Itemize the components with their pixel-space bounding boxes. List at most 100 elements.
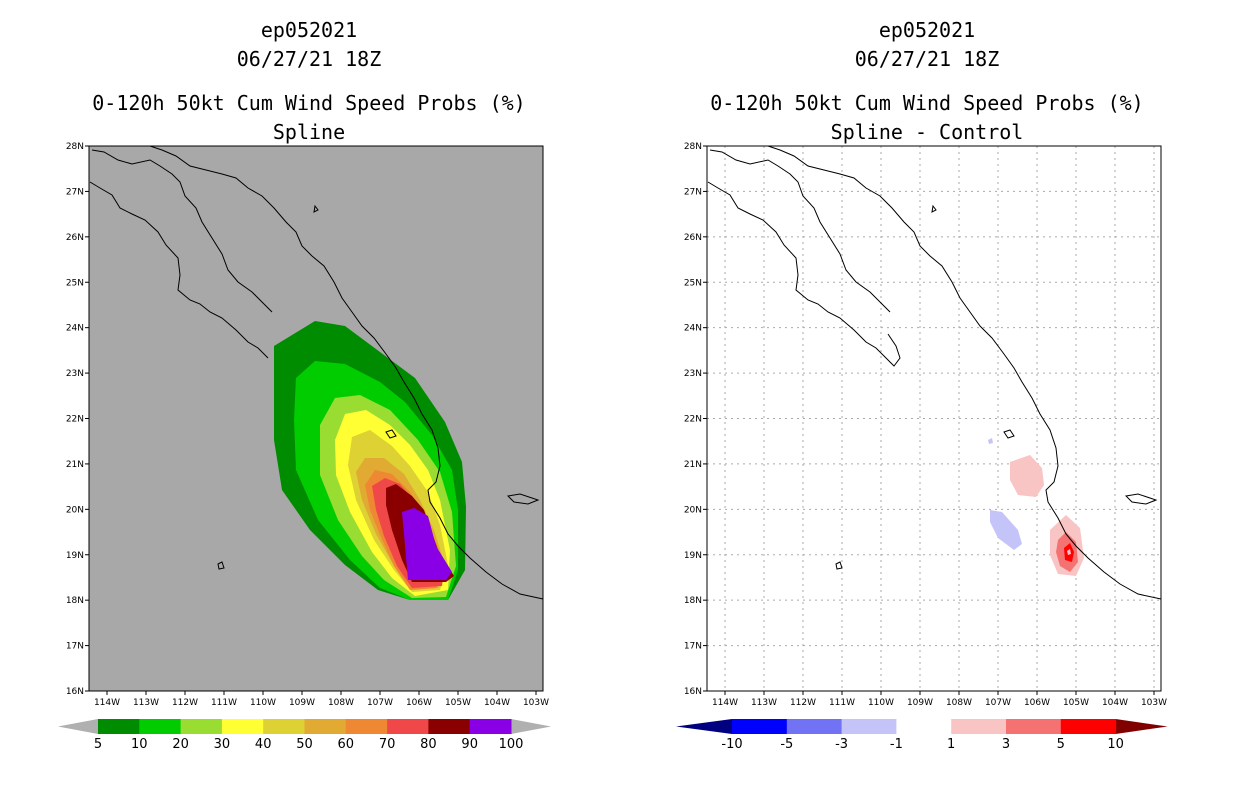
colorbar-swatch <box>951 719 1007 734</box>
lon-label: 103W <box>1141 698 1167 708</box>
lat-label: 26N <box>684 233 702 243</box>
right-positive-area-1 <box>1010 455 1044 497</box>
colorbar-swatch <box>786 719 843 734</box>
colorbar-swatch <box>263 719 305 734</box>
right-axis-labels: 114W 113W 112W 111W 110W 109W 108W 107W 106W 105W… <box>684 142 1167 708</box>
colorbar-swatch <box>896 719 952 734</box>
colorbar-swatch <box>1060 719 1117 734</box>
lat-label: 23N <box>684 369 702 379</box>
colorbar-label: 1 <box>947 737 955 752</box>
colorbar-swatch <box>180 719 223 734</box>
colorbar-swatch <box>841 719 897 734</box>
right-storm-id: ep052021 <box>878 18 976 42</box>
lat-label: 21N <box>66 460 84 470</box>
lon-label: 103W <box>523 698 549 708</box>
right-map: 114W 113W 112W 111W 110W 109W 108W 107W 106W 105W… <box>676 142 1168 752</box>
right-difference-contours <box>988 438 1084 576</box>
colorbar-swatch <box>98 719 140 734</box>
colorbar-swatch <box>1006 719 1062 734</box>
colorbar-swatch <box>428 719 471 734</box>
colorbar-label: 30 <box>214 737 231 752</box>
right-colorbar: -10 -5 -3 -1 1 3 5 10 <box>676 719 1168 752</box>
lat-label: 27N <box>66 187 84 197</box>
lat-label: 16N <box>66 687 84 697</box>
colorbar-label: 70 <box>379 737 396 752</box>
lat-label: 26N <box>66 233 84 243</box>
lat-label: 25N <box>66 278 84 288</box>
lon-label: 110W <box>250 698 276 708</box>
colorbar-swatch <box>732 719 788 734</box>
lat-label: 28N <box>684 142 702 152</box>
lon-label: 113W <box>133 698 159 708</box>
colorbar-label: -5 <box>780 737 793 752</box>
lon-label: 110W <box>868 698 894 708</box>
colorbar-label: 50 <box>296 737 313 752</box>
lon-label: 112W <box>172 698 198 708</box>
lat-label: 24N <box>66 324 84 334</box>
lat-label: 17N <box>684 642 702 652</box>
lat-label: 19N <box>684 551 702 561</box>
lon-label: 109W <box>289 698 315 708</box>
lat-label: 22N <box>66 415 84 425</box>
left-probability-contours <box>274 321 466 600</box>
left-axis-labels: 114W 113W 112W 111W 110W 109W 108W 107W 106W 105W… <box>66 142 549 708</box>
right-coastline <box>707 145 1162 600</box>
right-datetime: 06/27/21 18Z <box>854 47 1000 71</box>
lon-label: 105W <box>1063 698 1089 708</box>
right-subtitle: Spline - Control <box>830 120 1024 144</box>
colorbar-swatch <box>221 719 264 734</box>
lat-label: 18N <box>66 596 84 606</box>
lat-label: 21N <box>684 460 702 470</box>
colorbar-label: 3 <box>1002 737 1010 752</box>
colorbar-label: 80 <box>420 737 437 752</box>
lon-label: 108W <box>946 698 972 708</box>
right-positive-area-5 <box>1067 549 1071 555</box>
lon-label: 106W <box>406 698 432 708</box>
lat-label: 18N <box>684 596 702 606</box>
colorbar-label: 5 <box>1057 737 1065 752</box>
colorbar-right-arrow <box>511 719 551 734</box>
lon-label: 104W <box>1102 698 1128 708</box>
colorbar-right-arrow <box>1115 719 1168 734</box>
lon-label: 104W <box>484 698 510 708</box>
colorbar-left-arrow <box>58 719 98 734</box>
lon-label: 109W <box>907 698 933 708</box>
lat-label: 25N <box>684 278 702 288</box>
colorbar-swatch <box>139 719 182 734</box>
lat-label: 22N <box>684 415 702 425</box>
colorbar-label: 100 <box>499 737 524 752</box>
lat-label: 19N <box>66 551 84 561</box>
left-datetime: 06/27/21 18Z <box>236 47 382 71</box>
lon-label: 107W <box>367 698 393 708</box>
left-map: 114W 113W 112W 111W 110W 109W 108W 107W 106W 105W… <box>58 142 551 752</box>
colorbar-label: 10 <box>1107 737 1124 752</box>
right-product-title: 0-120h 50kt Cum Wind Speed Probs (%) <box>710 91 1144 115</box>
lon-label: 107W <box>985 698 1011 708</box>
right-negative-area-1 <box>990 510 1022 550</box>
right-panel: ep052021 06/27/21 18Z 0-120h 50kt Cum Wi… <box>618 0 1236 800</box>
colorbar-swatch <box>469 719 512 734</box>
left-subtitle: Spline <box>272 120 346 144</box>
colorbar-label: 90 <box>461 737 478 752</box>
lat-label: 24N <box>684 324 702 334</box>
colorbar-swatch <box>304 719 347 734</box>
lon-label: 114W <box>712 698 738 708</box>
colorbar-label: 10 <box>131 737 148 752</box>
colorbar-label: -10 <box>721 737 742 752</box>
colorbar-label: -3 <box>835 737 848 752</box>
lat-label: 20N <box>684 505 702 515</box>
colorbar-left-arrow <box>676 719 732 734</box>
lat-label: 16N <box>684 687 702 697</box>
lon-label: 111W <box>211 698 237 708</box>
colorbar-swatch <box>345 719 388 734</box>
lon-label: 113W <box>751 698 777 708</box>
left-contour-90 <box>402 508 452 580</box>
lon-label: 111W <box>829 698 855 708</box>
colorbar-label: -1 <box>890 737 903 752</box>
lon-label: 108W <box>328 698 354 708</box>
colorbar-label: 40 <box>255 737 272 752</box>
left-coastline <box>89 145 544 600</box>
lat-label: 27N <box>684 187 702 197</box>
lon-label: 114W <box>94 698 120 708</box>
lat-label: 20N <box>66 505 84 515</box>
